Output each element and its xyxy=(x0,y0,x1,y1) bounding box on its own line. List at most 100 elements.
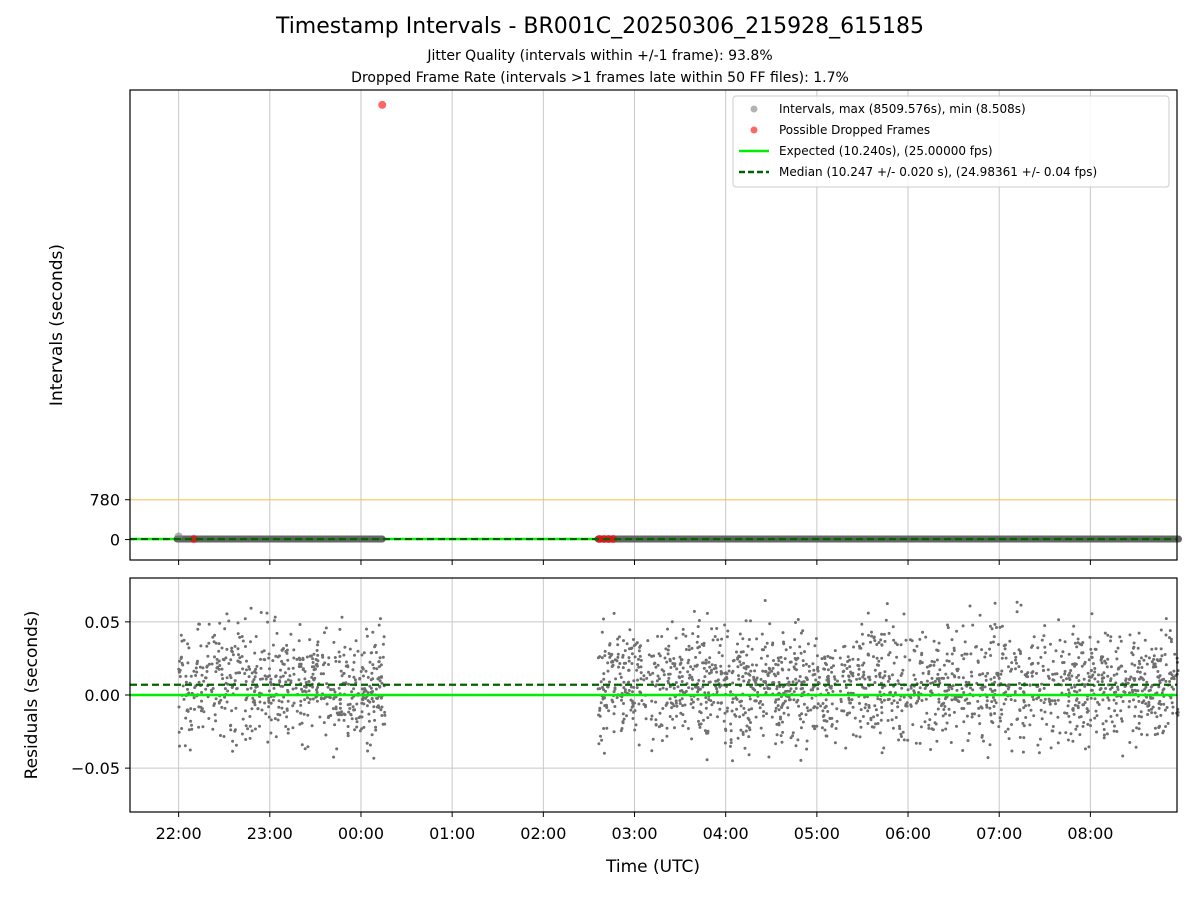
residual-point xyxy=(1056,698,1060,702)
residual-point xyxy=(978,673,982,677)
residual-point xyxy=(282,662,286,666)
residual-point xyxy=(310,724,314,728)
residual-point xyxy=(739,704,743,708)
residual-point xyxy=(1070,674,1074,678)
residual-point xyxy=(635,686,639,690)
residual-point xyxy=(279,684,283,688)
residual-point xyxy=(1019,603,1023,607)
x-tick-label: 03:00 xyxy=(611,824,657,843)
residual-point xyxy=(1168,680,1172,683)
residual-point xyxy=(1067,691,1071,695)
residual-point xyxy=(707,660,711,664)
residual-point xyxy=(786,676,789,680)
residual-point xyxy=(875,656,879,660)
residual-point xyxy=(1113,709,1117,713)
residual-point xyxy=(969,686,972,690)
residual-point xyxy=(703,675,707,679)
residual-point xyxy=(627,647,631,651)
residual-point xyxy=(899,674,903,677)
residual-point xyxy=(997,643,1000,646)
residual-point xyxy=(1104,687,1108,690)
residual-point xyxy=(879,698,882,701)
residual-point xyxy=(366,691,370,695)
residual-point xyxy=(694,655,698,659)
residual-point xyxy=(637,665,641,669)
legend-intervals-marker xyxy=(750,105,758,113)
residual-point xyxy=(708,671,711,675)
residual-point xyxy=(805,747,809,751)
residual-point xyxy=(947,685,951,689)
residual-point xyxy=(840,663,844,667)
residual-point xyxy=(362,690,366,694)
residual-point xyxy=(988,706,992,710)
residual-point xyxy=(1133,677,1137,681)
residual-point xyxy=(999,719,1002,723)
residual-point xyxy=(797,679,801,683)
residual-point xyxy=(687,658,691,662)
residual-point xyxy=(766,654,769,658)
residual-point xyxy=(1056,715,1060,719)
residual-point xyxy=(1087,745,1091,749)
residual-point xyxy=(220,667,224,671)
residual-point xyxy=(1109,715,1113,718)
residual-point xyxy=(298,658,302,662)
residual-point xyxy=(992,705,996,708)
residual-point xyxy=(337,711,341,715)
residual-point xyxy=(181,684,185,688)
residual-point xyxy=(726,706,729,710)
residual-point xyxy=(1134,745,1138,749)
residual-point xyxy=(886,679,890,683)
residual-point xyxy=(655,683,659,687)
residual-point xyxy=(675,704,679,708)
residual-point xyxy=(822,667,826,671)
residual-point xyxy=(782,711,786,715)
residual-point xyxy=(374,725,378,729)
residual-point xyxy=(1030,645,1033,649)
residual-point xyxy=(226,682,230,686)
residual-point xyxy=(754,678,758,682)
residual-point xyxy=(1106,657,1110,661)
residual-point xyxy=(1076,637,1080,641)
residual-point xyxy=(251,696,255,700)
residual-point xyxy=(375,696,379,700)
residual-point xyxy=(1086,709,1090,713)
residual-point xyxy=(1022,690,1025,694)
residual-point xyxy=(629,685,633,689)
residual-point xyxy=(207,662,211,666)
residual-point xyxy=(1002,702,1006,706)
residual-point xyxy=(872,655,875,659)
residual-point xyxy=(774,674,778,678)
residual-point xyxy=(222,735,226,738)
residual-point xyxy=(597,713,601,717)
residual-point xyxy=(374,687,378,691)
residual-point xyxy=(899,732,903,736)
residual-point xyxy=(304,690,308,694)
residual-point xyxy=(1004,730,1008,734)
residual-point xyxy=(929,690,932,693)
residual-point xyxy=(924,697,928,701)
residual-point xyxy=(606,685,610,689)
residual-point xyxy=(742,679,746,683)
residual-point xyxy=(597,742,601,746)
residual-point xyxy=(269,701,273,705)
residual-point xyxy=(371,700,375,703)
residual-point xyxy=(796,738,800,742)
residual-point xyxy=(840,709,844,713)
residual-point xyxy=(691,678,694,682)
residual-point xyxy=(333,723,337,727)
residual-point xyxy=(668,685,672,689)
residual-point xyxy=(1067,688,1070,692)
residual-point xyxy=(220,673,224,677)
residual-point xyxy=(1159,713,1163,717)
residual-point xyxy=(779,717,782,721)
residual-point xyxy=(247,665,251,669)
residual-point xyxy=(231,685,234,689)
residual-point xyxy=(1119,639,1123,643)
residual-point xyxy=(307,701,311,705)
residual-point xyxy=(675,714,678,718)
residual-point xyxy=(669,666,673,669)
residual-point xyxy=(828,656,832,660)
residual-point xyxy=(947,688,951,692)
residual-point xyxy=(867,706,871,709)
residual-point xyxy=(961,749,965,752)
